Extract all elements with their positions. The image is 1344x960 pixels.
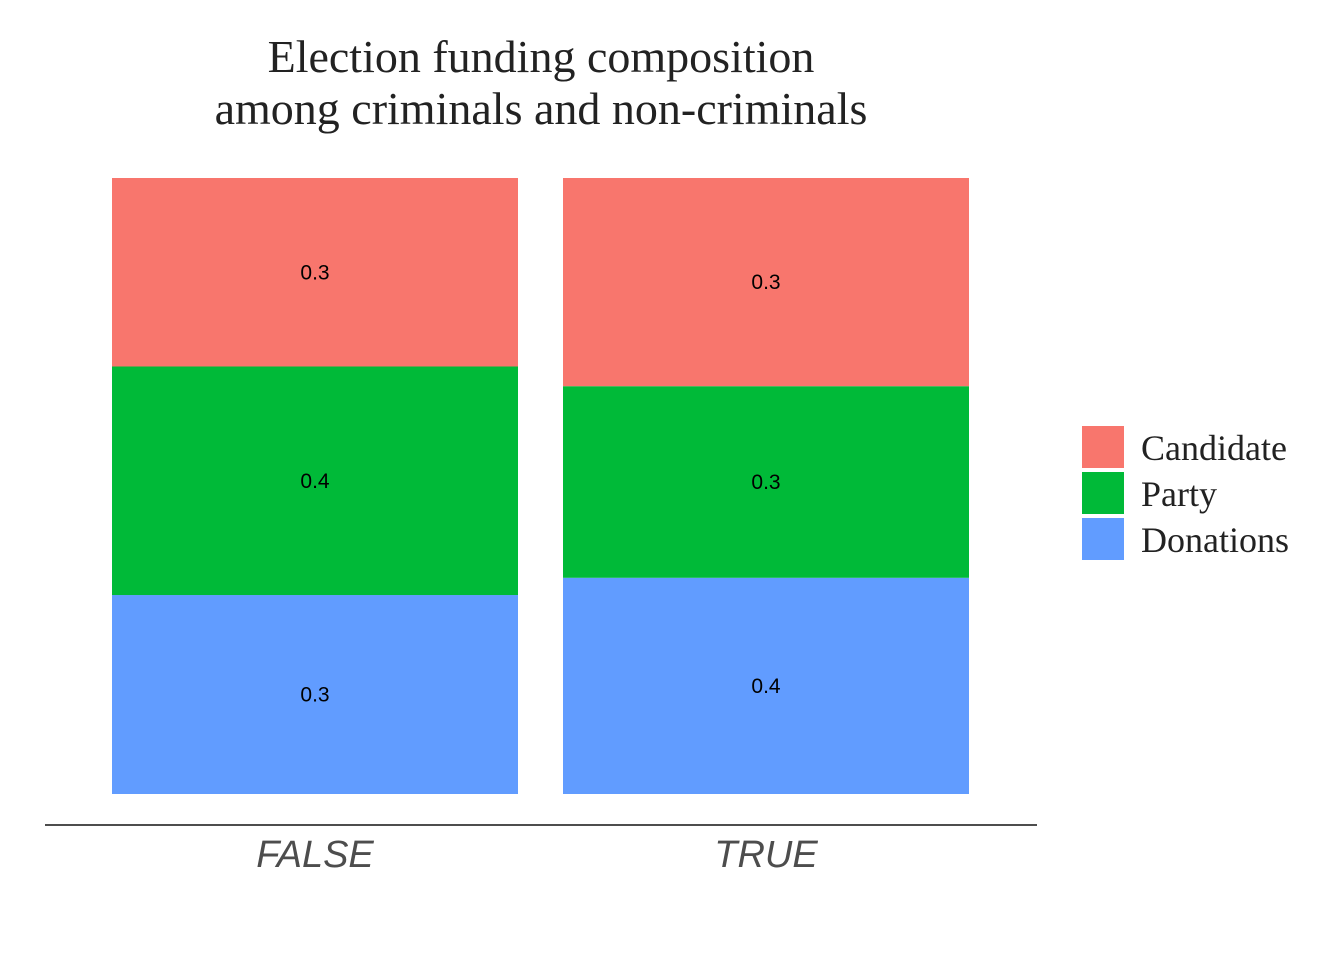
bar-label-candidate-false: 0.3 (300, 261, 329, 284)
bar-segment-party-true (563, 386, 969, 578)
bar-label-party-false: 0.4 (300, 470, 330, 493)
legend: Candidate Party Donations (1082, 426, 1289, 560)
bar-label-candidate-true: 0.3 (751, 271, 780, 294)
bar-segment-party-false (112, 366, 518, 596)
bar-segment-donations-false (112, 595, 518, 794)
chart-title-line-1: Election funding composition (268, 31, 815, 82)
x-tick-label-true: TRUE (714, 834, 818, 876)
legend-label-party: Party (1141, 474, 1217, 514)
legend-label-candidate: Candidate (1141, 428, 1287, 468)
legend-key-party (1082, 472, 1124, 514)
bar-segment-candidate-false (112, 178, 518, 367)
bar-label-donations-false: 0.3 (300, 684, 329, 707)
bar-label-donations-true: 0.4 (751, 675, 781, 698)
bar-label-party-true: 0.3 (751, 471, 780, 494)
legend-key-candidate (1082, 426, 1124, 468)
bar-labels-group: 0.3 0.4 0.3 0.4 0.3 0.3 (300, 261, 781, 706)
x-tick-label-false: FALSE (256, 834, 374, 876)
bar-segment-candidate-true (563, 178, 969, 387)
legend-label-donations: Donations (1141, 520, 1289, 560)
x-ticks-group: FALSE TRUE (256, 834, 818, 876)
legend-key-donations (1082, 518, 1124, 560)
bars-group (112, 178, 969, 794)
chart-title-line-2: among criminals and non-criminals (215, 83, 868, 134)
bar-segment-donations-true (563, 577, 969, 794)
